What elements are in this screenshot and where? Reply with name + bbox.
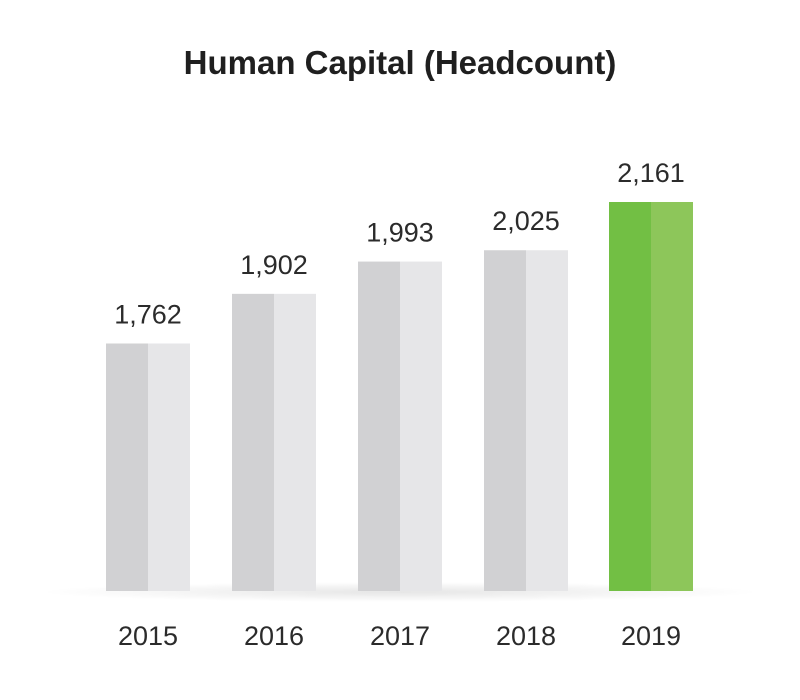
bar-2016 <box>232 293 316 591</box>
bar-right-face <box>274 293 316 591</box>
bar-2018 <box>484 250 568 591</box>
x-tick-label: 2018 <box>496 621 556 651</box>
data-label: 2,025 <box>492 206 560 236</box>
bar-left-face <box>106 343 148 591</box>
bars-layer: 1,762 2015 1,902 2016 1,993 2017 2,025 2018 2,16… <box>106 158 693 651</box>
bar-right-face <box>526 250 568 591</box>
bar-right-face <box>400 261 442 591</box>
x-tick-label: 2017 <box>370 621 430 651</box>
bar-2019 <box>609 202 693 591</box>
bar-left-face <box>484 250 526 591</box>
x-tick-label: 2019 <box>621 621 681 651</box>
data-label: 1,993 <box>366 218 434 248</box>
bar-2015 <box>106 343 190 591</box>
bar-left-face <box>609 202 651 591</box>
bar-right-face <box>651 202 693 591</box>
bar-left-face <box>232 293 274 591</box>
bar-left-face <box>358 261 400 591</box>
chart-title: Human Capital (Headcount) <box>183 44 617 81</box>
data-label: 2,161 <box>617 158 685 188</box>
baseline-shadow <box>40 582 760 602</box>
data-label: 1,762 <box>114 299 182 329</box>
data-label: 1,902 <box>240 250 308 280</box>
x-tick-label: 2016 <box>244 621 304 651</box>
bar-2017 <box>358 261 442 591</box>
bar-right-face <box>148 343 190 591</box>
x-tick-label: 2015 <box>118 621 178 651</box>
